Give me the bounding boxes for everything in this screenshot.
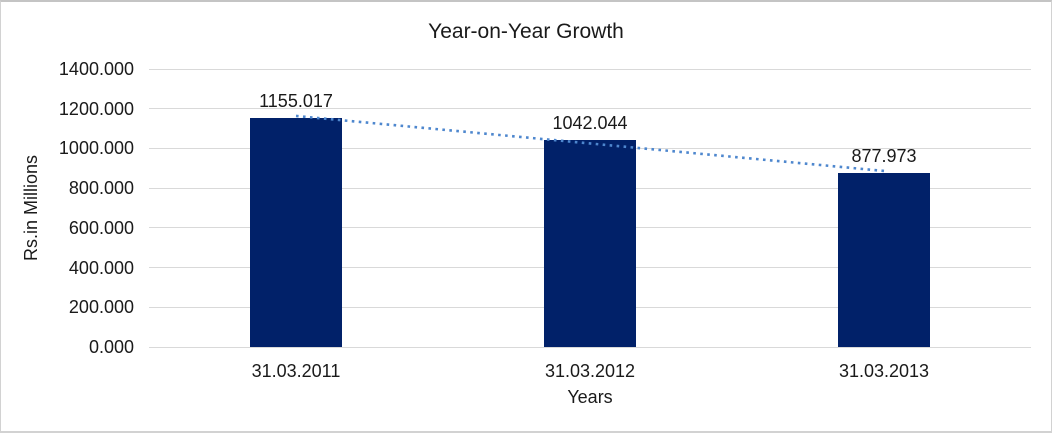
bar-value-label: 1155.017	[259, 90, 333, 111]
chart-title: Year-on-Year Growth	[428, 20, 624, 43]
gridline	[149, 108, 1031, 110]
y-tick-label: 200.000	[68, 297, 134, 318]
gridline	[149, 346, 1031, 348]
y-tick-label: 1000.000	[58, 138, 134, 159]
y-tick-label: 1200.000	[58, 98, 134, 119]
y-tick-label: 0.000	[88, 337, 134, 357]
x-axis-title: Years	[567, 387, 613, 407]
x-tick-label: 31.03.2013	[838, 361, 930, 381]
x-tick-label: 31.03.2011	[251, 361, 341, 381]
y-tick-label: 600.000	[68, 217, 134, 238]
gridline	[149, 68, 1031, 70]
y-tick-label: 1400.000	[58, 59, 134, 79]
bar-value-label: 877.973	[851, 145, 917, 166]
y-tick-label: 400.000	[68, 257, 134, 278]
x-tick-label: 31.03.2012	[544, 361, 636, 381]
bar-value-label: 1042.044	[552, 113, 628, 134]
bar	[838, 172, 930, 347]
bar	[250, 117, 342, 347]
y-tick-label: 800.000	[68, 178, 134, 199]
bar	[544, 140, 636, 347]
